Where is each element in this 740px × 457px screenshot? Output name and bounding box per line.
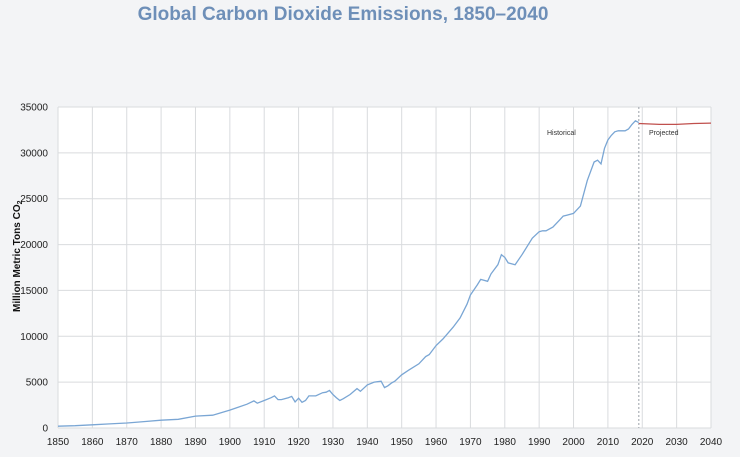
y-tick-label: 15000	[20, 286, 48, 297]
x-tick-label: 1980	[494, 437, 517, 448]
historical-annotation: Historical	[547, 130, 576, 137]
x-tick-label: 1900	[219, 437, 242, 448]
y-tick-label: 5000	[26, 378, 49, 389]
x-tick-label: 1990	[528, 437, 551, 448]
x-tick-label: 1850	[47, 437, 70, 448]
x-tick-label: 1930	[322, 437, 345, 448]
y-tick-label: 30000	[20, 148, 48, 159]
y-axis-label-subscript: 2	[17, 200, 24, 204]
x-tick-label: 1880	[150, 437, 173, 448]
chart-title: Global Carbon Dioxide Emissions, 1850–20…	[137, 4, 549, 25]
x-tick-label: 1890	[184, 437, 207, 448]
plot-area	[58, 107, 711, 428]
y-tick-label: 0	[42, 424, 48, 435]
x-tick-label: 1950	[391, 437, 414, 448]
x-tick-label: 1960	[425, 437, 448, 448]
x-tick-label: 1970	[459, 437, 482, 448]
projected-annotation: Projected	[649, 130, 679, 137]
projected-emissions-line	[638, 122, 712, 126]
y-tick-label: 35000	[20, 103, 48, 114]
x-tick-label: 2030	[666, 437, 689, 448]
x-tick-label: 1910	[253, 437, 276, 448]
x-axis-tick-labels: 1850 1860 1870 1880 1890 1900 1910 1920 1930 1940…	[47, 437, 723, 448]
x-tick-label: 2020	[631, 437, 654, 448]
y-axis-label: Million Metric Tons CO2	[12, 200, 24, 312]
x-tick-label: 2000	[562, 437, 585, 448]
x-tick-label: 2010	[597, 437, 620, 448]
y-axis-tick-labels: 0 5000 10000 15000 20000 25000 30000 35000	[20, 103, 48, 435]
x-tick-label: 1940	[356, 437, 379, 448]
x-tick-label: 1870	[116, 437, 139, 448]
horizontal-gridlines	[58, 106, 711, 429]
x-tick-label: 2040	[700, 437, 723, 448]
y-tick-label: 20000	[20, 240, 48, 251]
historical-emissions-line	[57, 119, 640, 427]
x-tick-label: 1860	[81, 437, 104, 448]
y-tick-label: 10000	[20, 332, 48, 343]
y-tick-label: 25000	[20, 194, 48, 205]
x-tick-label: 1920	[287, 437, 310, 448]
